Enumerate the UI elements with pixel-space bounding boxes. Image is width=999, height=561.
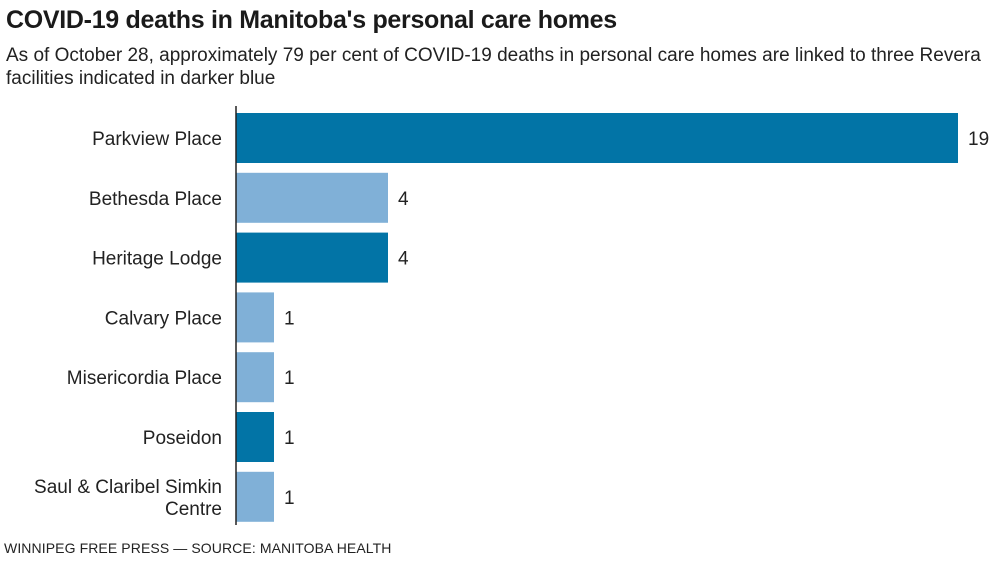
source-credit: WINNIPEG FREE PRESS — SOURCE: MANITOBA H… xyxy=(4,540,392,556)
value-label: 1 xyxy=(284,488,295,509)
bar xyxy=(236,172,388,223)
category-label: Calvary Place xyxy=(105,308,222,329)
bar xyxy=(236,232,388,283)
chart-title: COVID-19 deaths in Manitoba's personal c… xyxy=(6,6,617,34)
bar xyxy=(236,412,274,462)
bar xyxy=(236,352,274,403)
value-label: 1 xyxy=(284,308,295,329)
value-label: 1 xyxy=(284,428,295,449)
bar xyxy=(236,113,958,163)
category-label: Poseidon xyxy=(143,428,222,449)
value-label: 4 xyxy=(398,189,409,210)
category-label: Centre xyxy=(165,499,222,520)
category-label: Misericordia Place xyxy=(67,368,222,389)
category-label: Heritage Lodge xyxy=(92,249,222,270)
chart-subtitle: As of October 28, approximately 79 per c… xyxy=(6,45,981,89)
value-label: 19 xyxy=(968,129,989,150)
category-label: Bethesda Place xyxy=(89,189,222,210)
value-label: 4 xyxy=(398,249,409,270)
value-label: 1 xyxy=(284,368,295,389)
category-label: Saul & Claribel Simkin xyxy=(34,477,222,498)
category-label: Parkview Place xyxy=(92,129,222,150)
bar xyxy=(236,292,274,343)
bar xyxy=(236,471,274,522)
